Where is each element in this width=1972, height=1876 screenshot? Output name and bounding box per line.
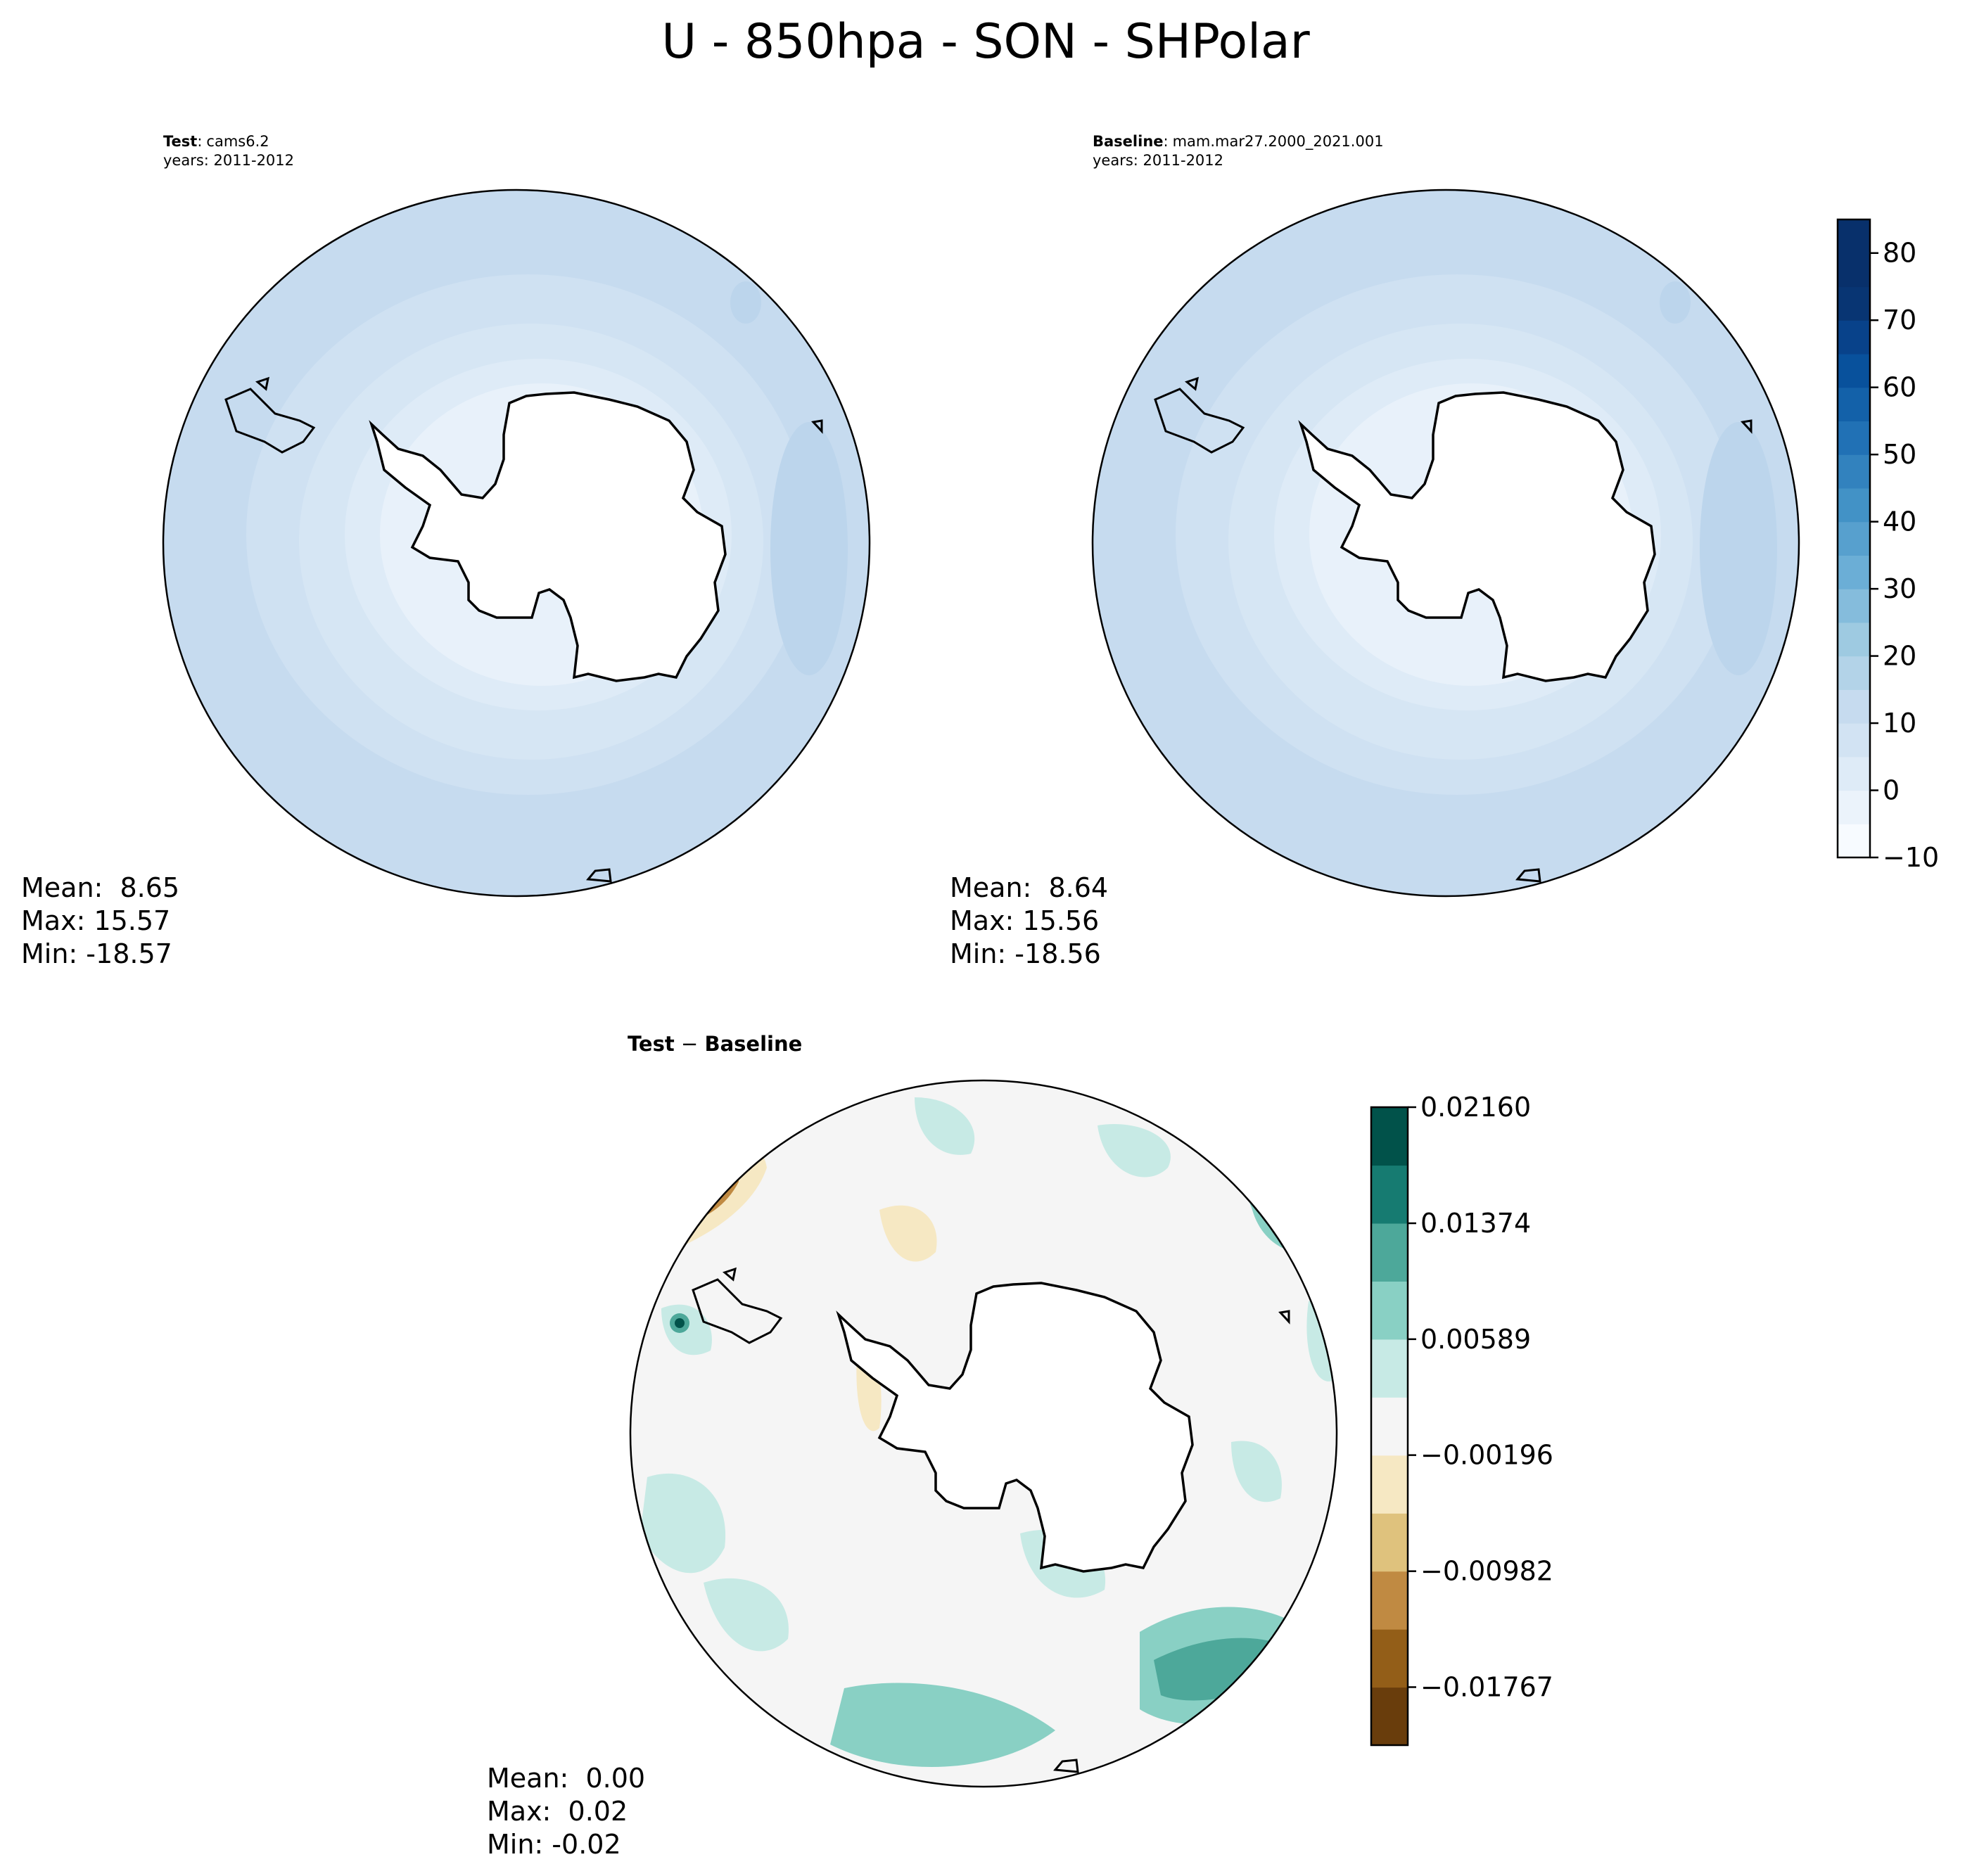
- svg-text:Test:cams6.2: Test: cams6.2: [163, 133, 269, 150]
- test-mean: Mean: 8.65: [21, 872, 179, 903]
- test-years: years: 2011-2012: [163, 152, 294, 169]
- colorbar-diff-segment: [1371, 1629, 1408, 1688]
- colorbar-diff-frame: [1370, 1106, 1409, 1747]
- colorbar-diff-segment: [1371, 1513, 1408, 1572]
- colorbar-diff-tick-label: 0.02160: [1420, 1092, 1531, 1123]
- test-map-boundary: [162, 189, 871, 898]
- diff-min: Min: -0.02: [487, 1829, 621, 1860]
- diff-label-sep: −: [675, 1032, 705, 1056]
- diff-max: Max: 0.02: [487, 1796, 628, 1827]
- svg-text:Test − Baseline: Test − Baseline: [628, 1032, 802, 1056]
- colorbar-diff-tick-label: 0.01374: [1420, 1208, 1531, 1239]
- colorbar-abs-segment: [1838, 790, 1870, 824]
- colorbar-abs-segment: [1838, 320, 1870, 355]
- colorbar-diff-segment: [1371, 1339, 1408, 1398]
- colorbar-abs-tick-label: 70: [1883, 305, 1916, 336]
- colorbar-abs-segment: [1838, 387, 1870, 422]
- panel-difference: Test − Baseline: [487, 1032, 1553, 1860]
- baseline-label-value: mam.mar27.2000_2021.001: [1173, 133, 1384, 151]
- difference-map-boundary: [629, 1079, 1338, 1788]
- colorbar-abs: −10 0 10 20 30 40 50 60 70 80: [1836, 218, 1939, 873]
- colorbar-diff-segment: [1371, 1687, 1408, 1746]
- colorbar-abs-segment: [1838, 521, 1870, 556]
- colorbar-diff: 0.02160 0.01374 0.00589 −0.00196 −0.00982 −0.…: [1370, 1092, 1553, 1747]
- panel-test: Test: cams6.2 years: 2011-2012 Mean: 8.65…: [21, 133, 871, 969]
- colorbar-abs-tick-label: −10: [1883, 842, 1939, 873]
- diff-label-value: Baseline: [704, 1032, 802, 1056]
- baseline-mean: Mean: 8.64: [950, 872, 1108, 903]
- colorbar-abs-segment: [1838, 454, 1870, 489]
- baseline-label-sep: :: [1164, 133, 1169, 150]
- colorbar-abs-segment: [1838, 353, 1870, 388]
- colorbar-abs-tick-label: 0: [1883, 775, 1900, 806]
- colorbar-abs-tick-label: 60: [1883, 372, 1916, 403]
- difference-coastline: [692, 1267, 1290, 1773]
- colorbar-abs-frame: [1836, 218, 1871, 859]
- colorbar-diff-tick-label: −0.00196: [1420, 1440, 1553, 1471]
- colorbar-diff-tick-label: −0.00982: [1420, 1556, 1553, 1587]
- baseline-min: Min: -18.56: [950, 938, 1101, 969]
- test-label-sep: :: [197, 133, 202, 150]
- colorbar-diff-tick-label: 0.00589: [1420, 1324, 1531, 1355]
- test-label-value: cams6.2: [206, 133, 269, 150]
- test-max: Max: 15.57: [21, 905, 170, 936]
- colorbar-abs-tick-label: 40: [1883, 506, 1916, 537]
- colorbar-abs-segment: [1838, 756, 1870, 791]
- figure-title: U - 850hpa - SON - SHPolar: [661, 14, 1309, 70]
- colorbar-diff-segment: [1371, 1571, 1408, 1630]
- colorbar-abs-tick-label: 30: [1883, 573, 1916, 604]
- colorbar-abs-segment: [1838, 589, 1870, 623]
- test-min: Min: -18.57: [21, 938, 172, 969]
- colorbar-diff-tick-label: −0.01767: [1420, 1671, 1553, 1702]
- baseline-map-boundary: [1091, 189, 1800, 898]
- diff-mean: Mean: 0.00: [487, 1763, 645, 1794]
- colorbar-diff-segment: [1371, 1107, 1408, 1166]
- colorbar-abs-segment: [1838, 689, 1870, 724]
- colorbar-abs-tick-label: 10: [1883, 708, 1916, 739]
- svg-text:Baseline:mam.mar27.2000_2021.0: Baseline: mam.mar27.2000_2021.001: [1093, 133, 1384, 151]
- colorbar-diff-segment: [1371, 1223, 1408, 1282]
- test-coastline: [224, 376, 823, 883]
- colorbar-diff-segment: [1371, 1397, 1408, 1456]
- colorbar-abs-tick-label: 80: [1883, 238, 1916, 269]
- diff-label-bold: Test: [628, 1032, 675, 1056]
- test-label-bold: Test: [163, 133, 197, 150]
- baseline-max: Max: 15.56: [950, 905, 1099, 936]
- baseline-label-bold: Baseline: [1093, 133, 1164, 150]
- colorbar-abs-segment: [1838, 286, 1870, 321]
- colorbar-abs-tick-label: 20: [1883, 641, 1916, 672]
- panel-baseline: Baseline: mam.mar27.2000_2021.001 years: …: [950, 133, 1939, 969]
- baseline-years: years: 2011-2012: [1093, 152, 1223, 169]
- colorbar-abs-segment: [1838, 723, 1870, 758]
- baseline-coastline: [1154, 376, 1752, 883]
- colorbar-diff-segment: [1371, 1165, 1408, 1224]
- colorbar-abs-segment: [1838, 656, 1870, 690]
- colorbar-abs-segment: [1838, 487, 1870, 523]
- colorbar-diff-segment: [1371, 1281, 1408, 1340]
- colorbar-abs-segment: [1838, 555, 1870, 589]
- colorbar-abs-segment: [1838, 622, 1870, 657]
- colorbar-abs-segment: [1838, 253, 1870, 288]
- colorbar-diff-segment: [1371, 1455, 1408, 1514]
- colorbar-abs-segment: [1838, 824, 1870, 858]
- colorbar-abs-tick-label: 50: [1883, 439, 1916, 470]
- colorbar-abs-segment: [1838, 219, 1870, 254]
- colorbar-abs-segment: [1838, 421, 1870, 455]
